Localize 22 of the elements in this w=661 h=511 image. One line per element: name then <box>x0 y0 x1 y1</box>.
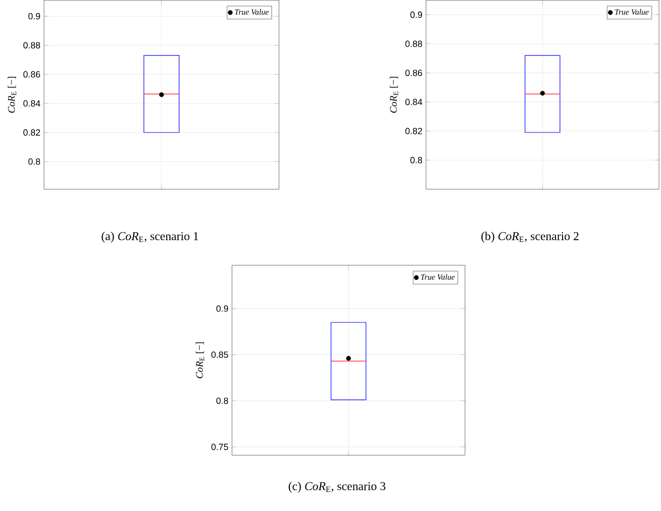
y-tick-label: 0.85 <box>211 351 228 358</box>
text: (a) CoR$_{E}$, scenario 1 <box>102 232 198 243</box>
y-tick-label: 0.88 <box>405 40 422 47</box>
text: (b) CoR$_{E}$, scenario 2 <box>481 232 578 243</box>
y-tick-label: 0.9 <box>28 12 40 20</box>
y-tick-label: 0.9 <box>216 305 228 312</box>
y-tick-label: 0.86 <box>405 70 422 76</box>
y-tick-label: 0.88 <box>23 42 40 48</box>
y-tick-label: 0.8 <box>410 156 422 164</box>
y-tick-label: 0.82 <box>405 128 422 134</box>
y-axis-title: CoR$_{E}$ [−] <box>8 76 16 113</box>
y-tick-label: 0.84 <box>405 98 422 106</box>
text: (c) CoR$_{E}$, scenario 3 <box>288 482 386 493</box>
y-tick-label: 0.82 <box>23 129 40 136</box>
y-tick-label: 0.86 <box>23 71 40 78</box>
y-tick-label: 0.9 <box>410 11 422 18</box>
y-tick-label: 0.8 <box>216 398 228 404</box>
y-axis-title: CoR$_{E}$ [−] <box>196 342 204 378</box>
y-tick-label: 0.75 <box>211 444 228 450</box>
y-tick-label: 0.8 <box>28 158 40 165</box>
y-axis-title: CoR$_{E}$ [−] <box>390 76 398 113</box>
y-tick-label: 0.84 <box>23 100 40 106</box>
